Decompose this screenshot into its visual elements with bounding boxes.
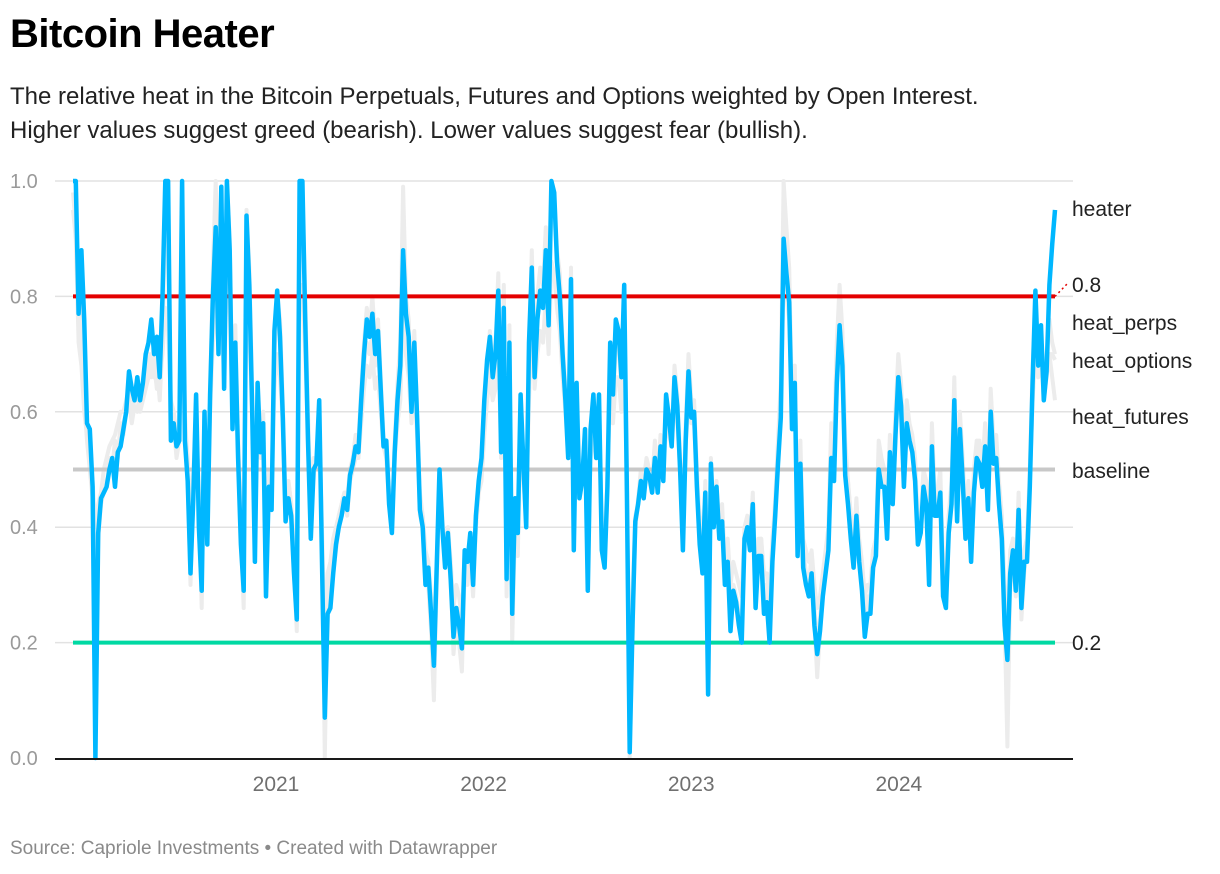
x-tick-label: 2024	[875, 773, 922, 796]
y-axis-ticks: 0.0 0.2 0.4 0.6 0.8 1.0	[10, 171, 38, 770]
label-threshold-high: 0.8	[1072, 274, 1101, 297]
label-baseline: baseline	[1072, 460, 1150, 483]
y-tick-label: 1.0	[10, 171, 38, 193]
label-heat-futures: heat_futures	[1072, 406, 1189, 429]
y-tick-label: 0.2	[10, 633, 38, 655]
heater-series	[73, 178, 1058, 761]
y-tick-label: 0.8	[10, 286, 38, 308]
source-note: Source: Capriole Investments • Created w…	[10, 838, 498, 859]
x-tick-label: 2023	[668, 773, 715, 796]
y-tick-label: 0.4	[10, 517, 38, 539]
subtitle-line-1: The relative heat in the Bitcoin Perpetu…	[10, 83, 979, 110]
x-tick-label: 2022	[460, 773, 507, 796]
chart-title: Bitcoin Heater	[10, 12, 275, 56]
y-tick-label: 0.0	[10, 748, 38, 770]
label-heat-perps: heat_perps	[1072, 312, 1177, 335]
label-threshold-low: 0.2	[1072, 632, 1101, 655]
label-heater: heater	[1072, 198, 1132, 221]
right-labels: heater 0.8 heat_perps heat_options heat_futu…	[1054, 198, 1192, 655]
label-connector-0-8	[1054, 282, 1069, 297]
subtitle-line-2: Higher values suggest greed (bearish). L…	[10, 117, 808, 144]
chart-subtitle: The relative heat in the Bitcoin Perpetu…	[10, 80, 1210, 148]
series-heater	[73, 178, 1058, 761]
x-tick-label: 2021	[253, 773, 300, 796]
x-axis: 2021 2022 2023 2024	[55, 758, 1073, 796]
y-tick-label: 0.6	[10, 402, 38, 424]
label-heat-options: heat_options	[1072, 350, 1192, 373]
